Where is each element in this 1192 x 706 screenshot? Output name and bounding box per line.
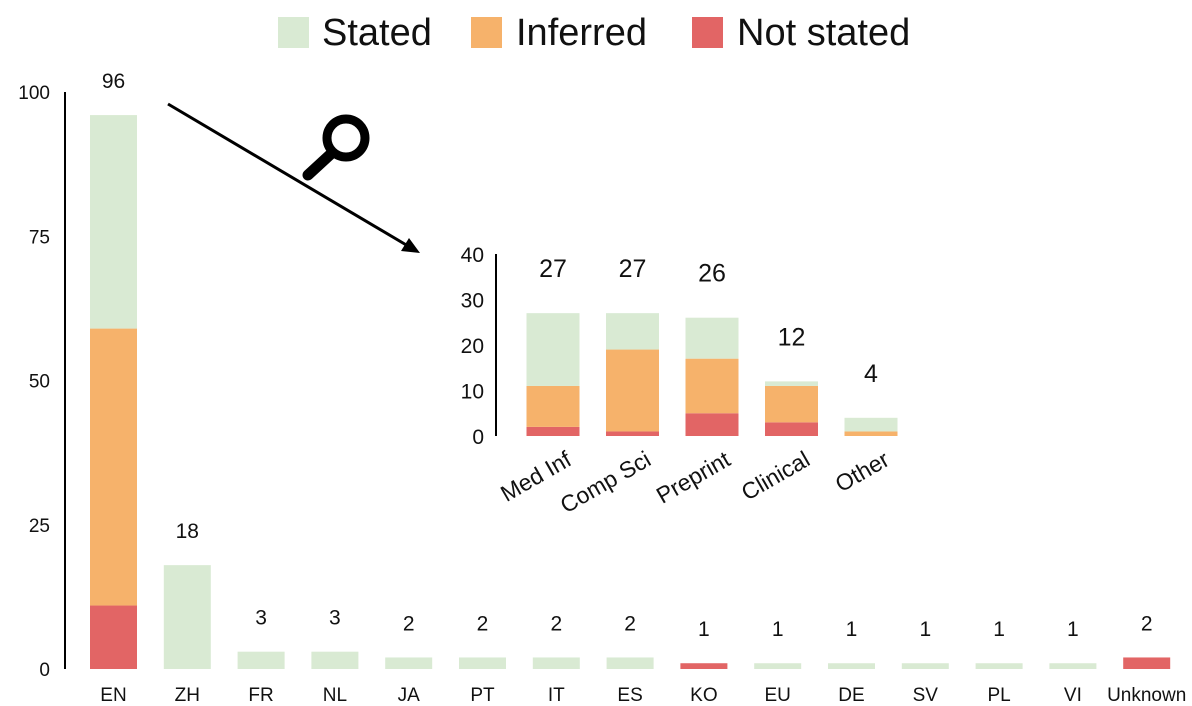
- main-bar-en-stated: [90, 115, 137, 329]
- inset-total-label-med-inf: 27: [539, 255, 567, 283]
- inset-bar-clinical-inferred: [765, 385, 818, 423]
- inset-total-label-preprint: 26: [698, 260, 726, 288]
- main-total-label-en: 96: [102, 70, 125, 93]
- zoom-callout: [167, 102, 420, 253]
- main-category-label-es: ES: [617, 685, 642, 706]
- main-category-label-pl: PL: [987, 685, 1010, 706]
- main-category-label-eu: EU: [764, 685, 790, 706]
- inset-bar-med-inf-inferred: [526, 385, 580, 427]
- inset-bar-preprint-inferred: [685, 358, 739, 414]
- main-y-tick: 25: [29, 516, 50, 537]
- legend-swatch-not-stated: [692, 17, 723, 48]
- main-bar-fr-stated: [237, 651, 285, 669]
- main-total-label-vi: 1: [1067, 618, 1079, 641]
- main-total-label-sv: 1: [919, 618, 931, 641]
- main-y-tick: 100: [18, 83, 50, 104]
- main-total-label-it: 2: [550, 612, 562, 635]
- inset-bar-clinical-stated: [765, 381, 818, 386]
- main-category-label-vi: VI: [1064, 685, 1082, 706]
- main-total-label-de: 1: [846, 618, 858, 641]
- inset-y-tick: 40: [461, 244, 484, 267]
- main-chart: 025507510096EN18ZH3FR3NL2JA2PT2IT2ES1KO1…: [18, 70, 1186, 706]
- zoom-arrow: [167, 102, 409, 248]
- main-bar-ko-not-stated: [680, 663, 728, 669]
- inset-bar-preprint-not-stated: [685, 413, 739, 436]
- main-category-label-nl: NL: [323, 685, 347, 706]
- inset-total-label-clinical: 12: [778, 323, 806, 351]
- main-total-label-nl: 3: [329, 607, 341, 630]
- main-bar-vi-stated: [1049, 663, 1097, 669]
- main-category-label-fr: FR: [248, 685, 273, 706]
- main-category-label-ja: JA: [398, 685, 421, 706]
- inset-bar-clinical-not-stated: [765, 422, 818, 436]
- main-bar-en-inferred: [90, 328, 137, 606]
- legend-label-inferred: Inferred: [516, 12, 647, 54]
- inset-y-tick: 30: [461, 290, 484, 313]
- main-bar-pt-stated: [459, 657, 506, 669]
- main-bar-eu-stated: [754, 663, 802, 669]
- legend-label-stated: Stated: [322, 12, 432, 54]
- main-total-label-es: 2: [624, 612, 636, 635]
- inset-bar-med-inf-not-stated: [526, 426, 580, 436]
- inset-bar-preprint-stated: [685, 317, 739, 359]
- main-bar-sv-stated: [901, 663, 949, 669]
- main-bar-unknown-not-stated: [1123, 657, 1171, 669]
- main-bar-es-stated: [606, 657, 654, 669]
- inset-y-tick: 0: [472, 426, 484, 449]
- main-total-label-zh: 18: [176, 520, 199, 543]
- inset-bar-comp-sci-inferred: [606, 349, 659, 432]
- inset-bar-comp-sci-not-stated: [606, 431, 659, 436]
- inset-y-tick: 20: [461, 335, 484, 358]
- inset-bar-comp-sci-stated: [606, 313, 659, 350]
- main-y-tick: 50: [29, 372, 50, 393]
- main-y-tick: 0: [39, 660, 50, 681]
- main-total-label-eu: 1: [772, 618, 784, 641]
- zoom-arrow-head: [401, 238, 420, 253]
- magnifier-icon: [302, 114, 370, 181]
- main-y-tick: 75: [29, 227, 50, 248]
- main-bar-pl-stated: [975, 663, 1023, 669]
- inset-category-label-preprint: Preprint: [652, 446, 735, 509]
- main-category-label-de: DE: [838, 685, 864, 706]
- main-bar-it-stated: [532, 657, 580, 669]
- inset-total-label-other: 4: [864, 360, 878, 388]
- inset-category-label-other: Other: [831, 446, 894, 497]
- main-category-label-ko: KO: [690, 685, 717, 706]
- main-bar-en-not-stated: [90, 605, 137, 669]
- main-category-label-sv: SV: [913, 685, 939, 706]
- main-category-label-zh: ZH: [175, 685, 200, 706]
- legend-label-not-stated: Not stated: [737, 12, 910, 54]
- legend-swatch-inferred: [471, 17, 502, 48]
- inset-category-label-clinical: Clinical: [737, 446, 814, 506]
- legend-swatch-stated: [278, 17, 309, 48]
- main-category-label-it: IT: [548, 685, 565, 706]
- main-total-label-pt: 2: [477, 612, 489, 635]
- inset-category-label-comp-sci: Comp Sci: [556, 446, 655, 518]
- main-bar-de-stated: [828, 663, 875, 669]
- inset-total-label-comp-sci: 27: [619, 255, 647, 283]
- main-bar-zh-stated: [163, 565, 211, 669]
- inset-bar-other-stated: [844, 417, 898, 432]
- main-bar-nl-stated: [311, 651, 359, 669]
- main-total-label-pl: 1: [993, 618, 1005, 641]
- main-total-label-fr: 3: [255, 607, 267, 630]
- inset-bar-med-inf-stated: [526, 313, 580, 386]
- legend: Stated Inferred Not stated: [278, 12, 910, 54]
- main-bar-ja-stated: [385, 657, 433, 669]
- main-total-label-ja: 2: [403, 612, 415, 635]
- inset-bar-other-inferred: [844, 431, 898, 436]
- main-category-label-en: EN: [100, 685, 126, 706]
- main-category-label-unknown: Unknown: [1107, 685, 1186, 706]
- inset-y-tick: 10: [461, 381, 484, 404]
- main-total-label-ko: 1: [698, 618, 710, 641]
- main-total-label-unknown: 2: [1141, 612, 1153, 635]
- main-category-label-pt: PT: [470, 685, 495, 706]
